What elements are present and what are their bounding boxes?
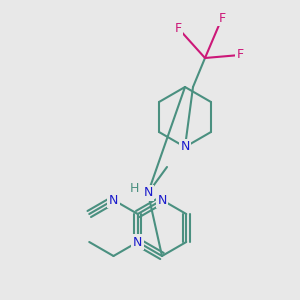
- Text: N: N: [133, 236, 142, 248]
- Text: F: F: [236, 49, 244, 62]
- Text: N: N: [143, 187, 153, 200]
- Text: F: F: [218, 11, 226, 25]
- Text: N: N: [180, 140, 190, 154]
- Text: N: N: [157, 194, 167, 206]
- Text: H: H: [129, 182, 139, 196]
- Text: F: F: [174, 22, 182, 34]
- Text: N: N: [109, 194, 118, 206]
